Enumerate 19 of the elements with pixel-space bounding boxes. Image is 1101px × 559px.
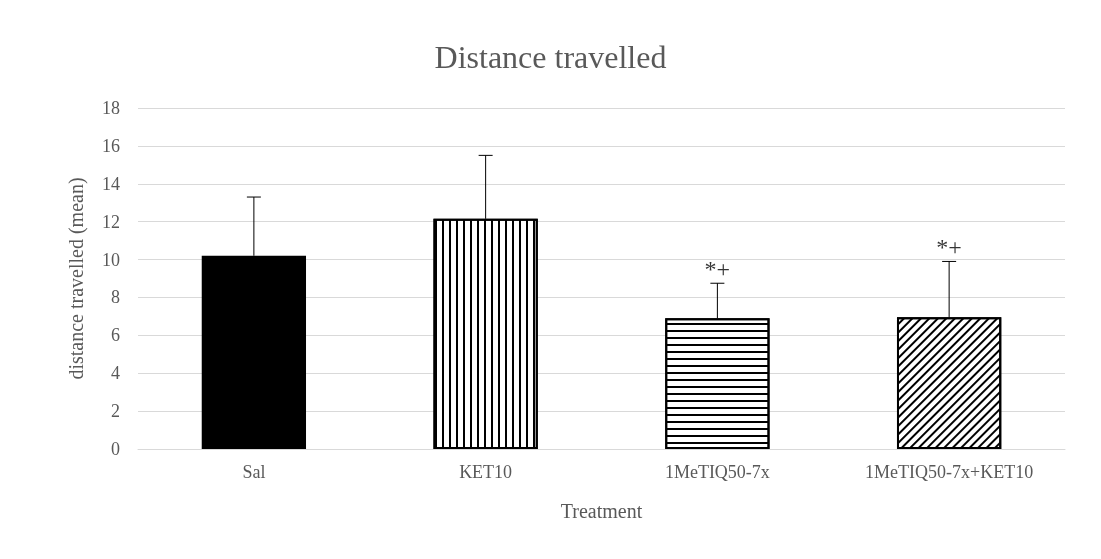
x-tick-label: KET10 — [459, 462, 513, 482]
y-axis-title: distance travelled (mean) — [65, 177, 88, 380]
annotation: *+ — [704, 256, 731, 283]
y-tick-label: 0 — [111, 439, 120, 459]
x-tick-label: Sal — [242, 462, 266, 482]
y-tick-label: 16 — [102, 135, 120, 156]
y-tick-label: 6 — [111, 325, 120, 346]
x-tick-label: 1MeTIQ50-7x — [664, 462, 770, 482]
y-tick-label: 14 — [102, 173, 120, 194]
x-tick-label: 1MeTIQ50-7x+KET10 — [865, 462, 1034, 482]
y-tick-label: 4 — [111, 363, 120, 384]
y-tick-label: 8 — [111, 287, 120, 308]
y-tick-label: 12 — [102, 211, 120, 232]
annotation: *+ — [936, 234, 962, 261]
chart-title: Distance travelled — [434, 39, 667, 75]
y-tick-label: 10 — [102, 249, 120, 270]
y-tick-label: 2 — [111, 401, 120, 422]
x-axis-title: Treatment — [560, 500, 643, 522]
y-tick-label: 18 — [102, 98, 120, 118]
